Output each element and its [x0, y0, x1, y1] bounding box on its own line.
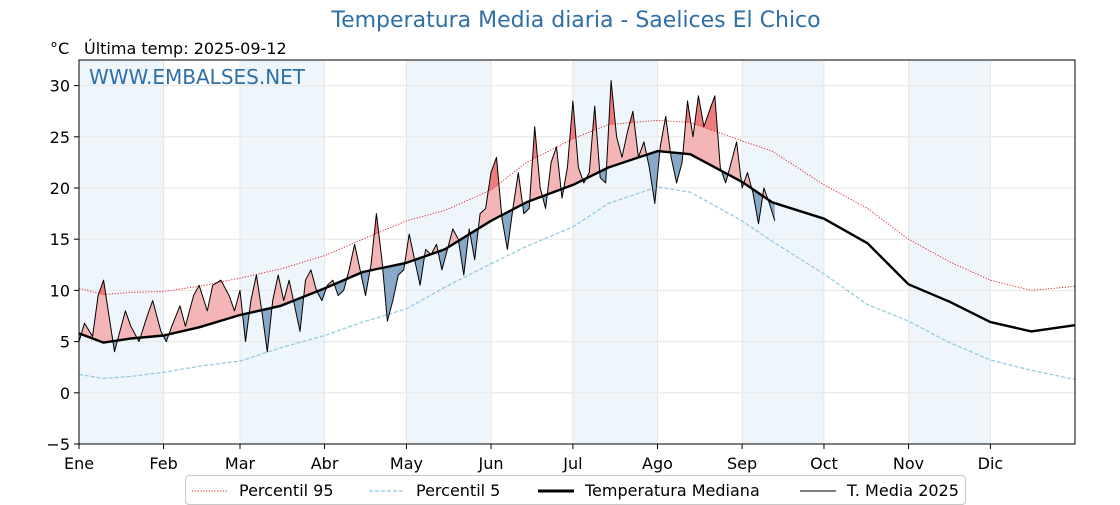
fill-above-p95 — [326, 251, 335, 255]
fill-above-median — [140, 300, 164, 338]
fill-below-median — [293, 293, 305, 332]
y-tick-label: 15 — [50, 230, 70, 249]
legend-item-2025: T. Media 2025 — [800, 481, 970, 501]
fill-above-p95 — [478, 157, 502, 196]
fill-above-p95 — [683, 95, 722, 134]
month-band-ene — [79, 60, 164, 444]
fill-above-median — [728, 141, 742, 183]
legend-label-p95: Percentil 95 — [239, 481, 334, 500]
month-band-mar — [239, 60, 325, 444]
series-lines — [78, 80, 1076, 381]
month-band-may — [406, 60, 492, 444]
y-axis-unit: °C — [50, 39, 70, 58]
last-temp-label: Última temp: 2025-09-12 — [84, 39, 287, 58]
legend-item-p5: Percentil 5 — [369, 481, 519, 501]
x-tick-label-oct: Oct — [810, 454, 838, 473]
month-bands — [79, 60, 991, 444]
anomaly-fills — [79, 80, 775, 352]
y-tick-label: 20 — [50, 179, 70, 198]
legend-label-median: Temperatura Mediana — [585, 481, 760, 500]
fill-above-median — [347, 244, 361, 279]
month-band-sep — [742, 60, 824, 444]
x-tick-label-abr: Abr — [311, 454, 339, 473]
y-tick-label: 30 — [50, 77, 70, 96]
line-mean-2025 — [78, 80, 776, 353]
fill-above-median — [660, 116, 672, 158]
fill-below-median — [647, 147, 661, 204]
fill-above-median — [249, 275, 262, 313]
fill-below-median — [752, 188, 764, 224]
plot-frame — [78, 59, 1076, 445]
line-percentile-5 — [78, 186, 1076, 381]
x-tick-label-ene: Ene — [64, 454, 94, 473]
x-tick-label-dic: Dic — [978, 454, 1004, 473]
fill-above-median — [564, 101, 584, 189]
fill-above-median — [304, 269, 318, 297]
fill-below-median — [470, 225, 479, 260]
fill-above-median — [117, 310, 138, 341]
x-tick-label-jun: Jun — [478, 454, 504, 473]
legend-swatch-median — [538, 489, 574, 493]
fill-below-median — [360, 268, 371, 296]
fill-above-median — [405, 234, 416, 263]
fill-below-median — [242, 310, 250, 342]
fill-below-median — [383, 261, 406, 322]
fill-above-median — [547, 147, 562, 195]
fill-above-p95 — [564, 101, 584, 144]
fill-above-median — [81, 280, 114, 343]
y-tick-label: 0 — [60, 384, 70, 403]
legend-item-median: Temperatura Mediana — [538, 481, 778, 501]
month-band-nov — [908, 60, 991, 444]
x-tick-label-ago: Ago — [642, 454, 673, 473]
y-tick-label: −5 — [46, 435, 70, 454]
fill-below-median — [502, 208, 513, 250]
axes: −5 0 5 10 15 20 25 30 Ene Feb Mar Abr May Jun Jul Ago Se… — [46, 59, 1076, 473]
legend-label-p5: Percentil 5 — [416, 481, 501, 500]
fill-above-median — [586, 106, 601, 179]
x-tick-label-jul: Jul — [562, 454, 582, 473]
y-tick-label: 5 — [60, 333, 70, 352]
fill-below-median — [671, 147, 684, 183]
fill-below-median — [261, 307, 273, 352]
legend-item-p95: Percentil 95 — [192, 481, 372, 501]
fill-below-median — [415, 253, 425, 286]
chart-title: Temperatura Media diaria - Saelices El C… — [331, 8, 821, 33]
y-tick-label: 25 — [50, 128, 70, 147]
x-tick-label-mar: Mar — [225, 454, 256, 473]
x-tick-label-may: May — [390, 454, 423, 473]
y-tick-label: 10 — [50, 281, 70, 300]
fill-below-median — [459, 229, 470, 275]
fill-above-p95 — [547, 144, 562, 152]
x-tick-label-feb: Feb — [149, 454, 177, 473]
line-percentile-95 — [78, 119, 1076, 295]
fill-below-median — [334, 277, 348, 296]
fill-above-median — [512, 172, 524, 210]
fill-above-median — [370, 213, 384, 275]
x-tick-label-sep: Sep — [727, 454, 757, 473]
fill-above-p95 — [370, 213, 384, 236]
x-tick-label-nov: Nov — [893, 454, 924, 473]
legend-swatch-p5 — [369, 490, 405, 492]
fill-above-median — [607, 80, 648, 169]
legend-label-2025: T. Media 2025 — [847, 481, 959, 500]
legend-swatch-2025 — [800, 490, 836, 492]
fill-above-median — [448, 229, 459, 248]
chart-legend: Percentil 95 Percentil 5 Temperatura Med… — [185, 475, 966, 505]
legend-swatch-p95 — [192, 490, 228, 492]
line-median — [78, 149, 1076, 344]
watermark-text: WWW.EMBALSES.NET — [89, 65, 306, 89]
